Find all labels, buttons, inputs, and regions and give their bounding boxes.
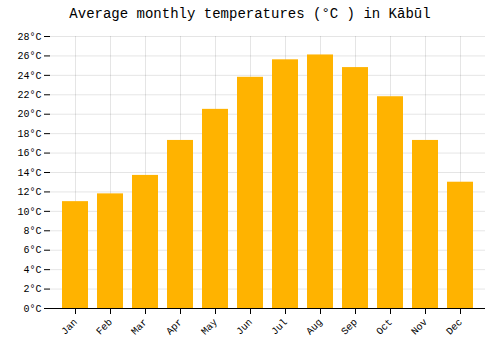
- svg-text:8°C: 8°C: [23, 226, 41, 237]
- svg-text:6°C: 6°C: [23, 245, 41, 256]
- svg-text:10°C: 10°C: [17, 207, 41, 218]
- svg-text:Mar: Mar: [129, 317, 150, 338]
- svg-text:18°C: 18°C: [17, 129, 41, 140]
- svg-text:20°C: 20°C: [17, 109, 41, 120]
- svg-text:0°C: 0°C: [23, 304, 41, 315]
- svg-text:Jan: Jan: [59, 317, 80, 338]
- svg-text:22°C: 22°C: [17, 90, 41, 101]
- svg-text:26°C: 26°C: [17, 51, 41, 62]
- svg-text:Nov: Nov: [409, 317, 430, 338]
- svg-text:16°C: 16°C: [17, 148, 41, 159]
- svg-text:4°C: 4°C: [23, 265, 41, 276]
- svg-text:Jun: Jun: [234, 317, 255, 338]
- svg-text:May: May: [199, 317, 220, 338]
- html-text:Average monthly temperatures (: Average monthly temperatures (°C ) in Kā…: [69, 6, 431, 22]
- svg-text:Feb: Feb: [94, 317, 115, 338]
- svg-text:Oct: Oct: [374, 317, 395, 338]
- svg-text:28°C: 28°C: [17, 32, 41, 43]
- svg-text:Dec: Dec: [444, 317, 465, 338]
- svg-text:2°C: 2°C: [23, 284, 41, 295]
- svg-text:Sep: Sep: [339, 317, 360, 338]
- svg-text:Apr: Apr: [164, 317, 185, 338]
- svg-text:12°C: 12°C: [17, 187, 41, 198]
- svg-text:24°C: 24°C: [17, 71, 41, 82]
- svg-text:Aug: Aug: [304, 317, 325, 338]
- svg-text:14°C: 14°C: [17, 168, 41, 179]
- svg-text:Jul: Jul: [269, 317, 290, 338]
